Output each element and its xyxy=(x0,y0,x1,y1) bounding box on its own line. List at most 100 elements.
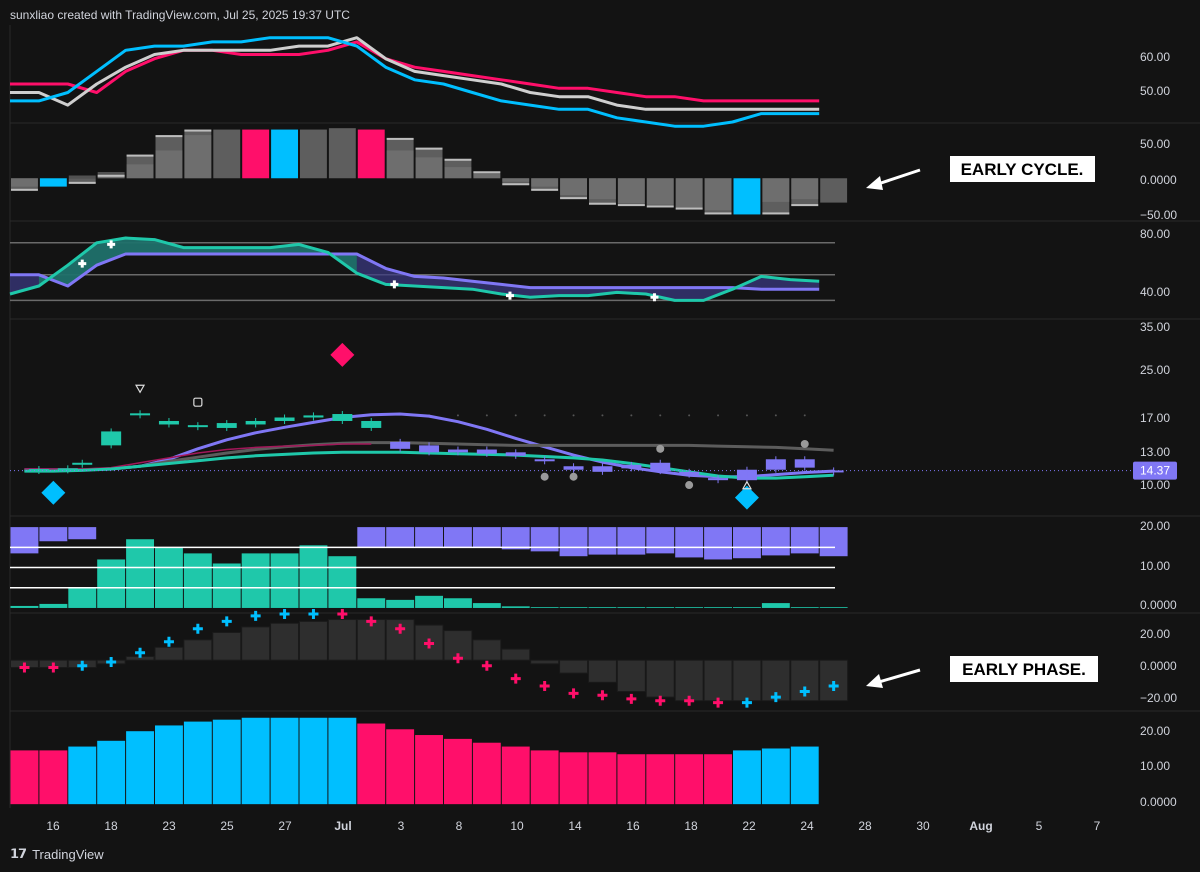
histogram-bar-cap xyxy=(11,188,38,191)
cross-marker-cyan xyxy=(77,660,88,671)
purple-bar xyxy=(415,527,443,548)
histogram-bar-inner xyxy=(704,178,732,211)
triangle-up-marker xyxy=(741,480,752,490)
cross-marker xyxy=(78,259,87,268)
price-label: 14.37 xyxy=(1140,464,1170,478)
volatility-bar xyxy=(415,735,443,805)
histogram-bar-inner xyxy=(502,178,530,182)
annotation-box xyxy=(950,656,1098,682)
purple-bar xyxy=(559,527,588,557)
y-tick-label: 0.0000 xyxy=(1140,173,1177,187)
cross-marker xyxy=(505,291,514,300)
histogram-bar-cap xyxy=(68,181,96,184)
teal-bar xyxy=(299,545,328,608)
histogram-bar-inner xyxy=(444,167,472,179)
cross-marker-pink xyxy=(684,695,695,706)
histogram-bar-inner xyxy=(560,178,587,195)
histogram-bar-cap xyxy=(704,212,732,215)
histogram-bar-inner xyxy=(589,178,616,200)
teal-bar xyxy=(212,563,241,608)
teal-bar xyxy=(704,607,732,608)
histogram-bar xyxy=(733,178,761,215)
dot-row xyxy=(630,414,633,417)
cross-marker-pink xyxy=(366,616,377,627)
momentum-bar xyxy=(588,659,617,683)
purple-bar xyxy=(68,527,97,540)
histogram-bar-cap xyxy=(444,158,472,161)
volatility-bar xyxy=(97,740,126,805)
histogram-bar-inner xyxy=(415,157,443,179)
y-tick-label: 0.0000 xyxy=(1140,598,1177,612)
histogram-bar-inner xyxy=(126,164,154,179)
cross-marker-cyan xyxy=(163,636,174,647)
teal-bar xyxy=(733,607,761,608)
volatility-bar xyxy=(761,748,790,805)
y-tick-label: 20.00 xyxy=(1140,519,1170,533)
dot-marker xyxy=(569,472,578,481)
histogram-bar-cap xyxy=(589,202,616,205)
cross-marker-cyan xyxy=(741,697,752,708)
y-tick-label: 80.00 xyxy=(1140,227,1170,241)
cross-marker-pink xyxy=(19,662,30,673)
y-tick-label: −50.00 xyxy=(1140,208,1177,222)
cross-marker-pink xyxy=(568,688,579,699)
signal-diamond xyxy=(330,342,355,367)
y-tick-label: 40.00 xyxy=(1140,285,1170,299)
credit-text: sunxliao created with TradingView.com, J… xyxy=(10,8,350,22)
volatility-bar xyxy=(299,717,328,805)
histogram-bar xyxy=(213,129,241,179)
volatility-bar xyxy=(444,738,472,805)
cross-marker-cyan xyxy=(192,623,203,634)
purple-bar xyxy=(501,527,530,550)
volatility-bar xyxy=(126,731,154,805)
annotation-box xyxy=(950,156,1095,182)
momentum-bar xyxy=(212,631,242,661)
teal-bar xyxy=(68,587,97,608)
volatility-bar xyxy=(183,721,212,805)
cross-marker-pink xyxy=(481,660,492,671)
histogram-bar xyxy=(502,178,530,186)
y-tick-label: 13.00 xyxy=(1140,445,1170,459)
momentum-bar xyxy=(703,659,733,702)
histogram-bar-cap xyxy=(386,137,414,140)
histogram-bar-inner xyxy=(675,178,703,208)
purple-bar xyxy=(10,527,39,554)
histogram-bar xyxy=(300,129,327,179)
y-tick-label: 50.00 xyxy=(1140,84,1170,98)
y-tick-label: 50.00 xyxy=(1140,137,1170,151)
y-tick-label: 0.0000 xyxy=(1140,659,1177,673)
cross-marker-pink xyxy=(626,693,637,704)
volatility-bar xyxy=(733,750,761,805)
purple-bar xyxy=(444,527,472,548)
momentum-bar xyxy=(674,659,704,702)
histogram-bar-cap xyxy=(531,188,559,191)
cross-marker xyxy=(107,240,116,249)
teal-bar xyxy=(559,607,588,608)
momentum-bar xyxy=(732,659,762,702)
histogram-bar-inner xyxy=(473,174,501,179)
volatility-bar xyxy=(39,750,68,805)
oscillator-line-grey xyxy=(10,36,820,111)
histogram-bar xyxy=(328,128,356,179)
volatility-bar xyxy=(704,754,732,805)
momentum-bar xyxy=(645,659,675,698)
momentum-bar xyxy=(559,659,588,674)
volatility-bar xyxy=(501,746,530,805)
x-tick-label: 16 xyxy=(626,819,640,833)
x-tick-label: 8 xyxy=(456,819,463,833)
cross-marker-pink xyxy=(395,623,406,634)
cross-marker-cyan xyxy=(221,616,232,627)
brand-label: TradingView xyxy=(32,846,104,862)
histogram-bar-cap xyxy=(155,135,183,138)
cross-marker-pink xyxy=(713,697,724,708)
histogram-bar xyxy=(357,129,385,179)
y-tick-label: 10.00 xyxy=(1140,759,1170,773)
histogram-bar xyxy=(820,178,848,203)
y-tick-label: 17.00 xyxy=(1140,411,1170,425)
histogram-bar-inner xyxy=(531,178,559,187)
x-tick-label: 22 xyxy=(742,819,756,833)
teal-bar xyxy=(241,553,270,608)
tradingview-brand[interactable]: 𝟭𝟳 TradingView xyxy=(10,846,104,862)
